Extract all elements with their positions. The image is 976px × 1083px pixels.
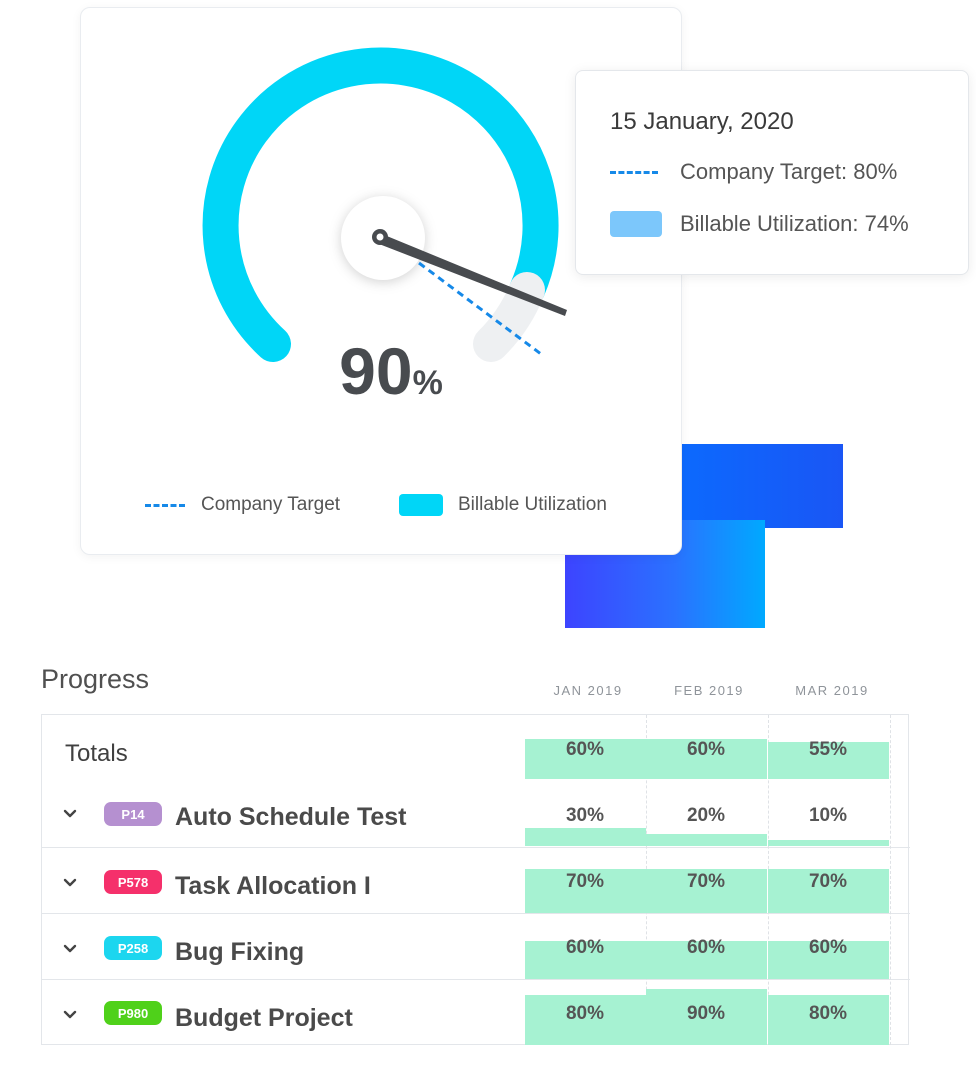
gauge-value-number: 90	[339, 334, 412, 408]
totals-label: Totals	[65, 740, 128, 767]
project-name[interactable]: Bug Fixing	[175, 938, 305, 966]
project-code-badge: P258	[104, 936, 162, 960]
progress-bar	[768, 869, 889, 913]
chevron-down-icon[interactable]	[62, 941, 78, 957]
progress-value: 70%	[686, 871, 726, 892]
progress-bar	[525, 739, 646, 779]
gauge-arc	[202, 47, 559, 362]
progress-value: 30%	[565, 805, 605, 826]
progress-bar	[646, 941, 767, 979]
chevron-down-icon[interactable]	[62, 1007, 78, 1023]
row-divider	[42, 847, 910, 848]
legend-label-target: Company Target	[201, 494, 341, 515]
progress-value: 80%	[565, 1003, 605, 1024]
project-code-badge: P980	[104, 1001, 162, 1025]
progress-bar	[525, 941, 646, 979]
project-name[interactable]: Budget Project	[175, 1004, 353, 1032]
progress-bar	[646, 834, 767, 846]
progress-bar	[768, 995, 889, 1045]
progress-value: 70%	[565, 871, 605, 892]
swatch-icon	[399, 494, 443, 516]
progress-value: 60%	[686, 739, 726, 760]
legend-item-target: Company Target	[145, 494, 340, 516]
project-name[interactable]: Task Allocation I	[175, 872, 371, 900]
decorative-blue-block-top	[660, 444, 843, 528]
company-target-line	[418, 261, 542, 356]
progress-bar	[646, 869, 767, 913]
chevron-down-icon[interactable]	[62, 875, 78, 891]
progress-bar	[525, 828, 646, 846]
month-header-jan: JAN 2019	[553, 683, 623, 698]
gauge-chart: 90%	[202, 47, 567, 408]
dashed-line-icon	[610, 170, 658, 174]
progress-bar	[525, 869, 646, 913]
gauge-needle	[377, 232, 567, 316]
legend-label-utilization: Billable Utilization	[458, 494, 607, 515]
month-header-feb: FEB 2019	[674, 683, 744, 698]
progress-value: 60%	[565, 937, 605, 958]
progress-value: 70%	[808, 871, 848, 892]
row-divider	[42, 979, 910, 980]
progress-bar	[768, 941, 889, 979]
tooltip-target-text: Company Target: 80%	[680, 159, 898, 184]
progress-value: 60%	[686, 937, 726, 958]
progress-title: Progress	[41, 664, 150, 694]
progress-value: 90%	[686, 1003, 726, 1024]
progress-value: 20%	[686, 805, 726, 826]
gauge-legend: Company Target Billable Utilization	[81, 494, 681, 524]
month-header-mar: MAR 2019	[795, 683, 869, 698]
tooltip-row-utilization: Billable Utilization: 74%	[610, 211, 909, 237]
progress-value: 10%	[808, 805, 848, 826]
tooltip-date: 15 January, 2020	[610, 108, 794, 135]
tooltip-utilization-text: Billable Utilization: 74%	[680, 211, 909, 236]
swatch-icon	[610, 211, 662, 237]
progress-value: 55%	[808, 739, 848, 760]
progress-value: 60%	[565, 739, 605, 760]
progress-bar	[646, 739, 767, 779]
gauge-value: 90%	[339, 334, 443, 408]
column-divider	[890, 715, 891, 1045]
gauge-value-unit: %	[413, 364, 443, 402]
dashed-line-icon	[145, 503, 185, 507]
project-code-badge: P578	[104, 870, 162, 894]
progress-table	[41, 714, 909, 1045]
progress-value: 80%	[808, 1003, 848, 1024]
gauge-tooltip: 15 January, 2020 Company Target: 80% Bil…	[575, 70, 969, 275]
row-divider	[42, 913, 910, 914]
progress-bar	[768, 840, 889, 846]
project-code-badge: P14	[104, 802, 162, 826]
progress-bar	[768, 742, 889, 779]
tooltip-row-target: Company Target: 80%	[610, 159, 897, 185]
progress-bar	[525, 995, 646, 1045]
chevron-down-icon[interactable]	[62, 806, 78, 822]
legend-item-utilization: Billable Utilization	[399, 494, 607, 516]
project-name[interactable]: Auto Schedule Test	[175, 803, 407, 831]
progress-bar	[646, 989, 767, 1045]
progress-value: 60%	[808, 937, 848, 958]
